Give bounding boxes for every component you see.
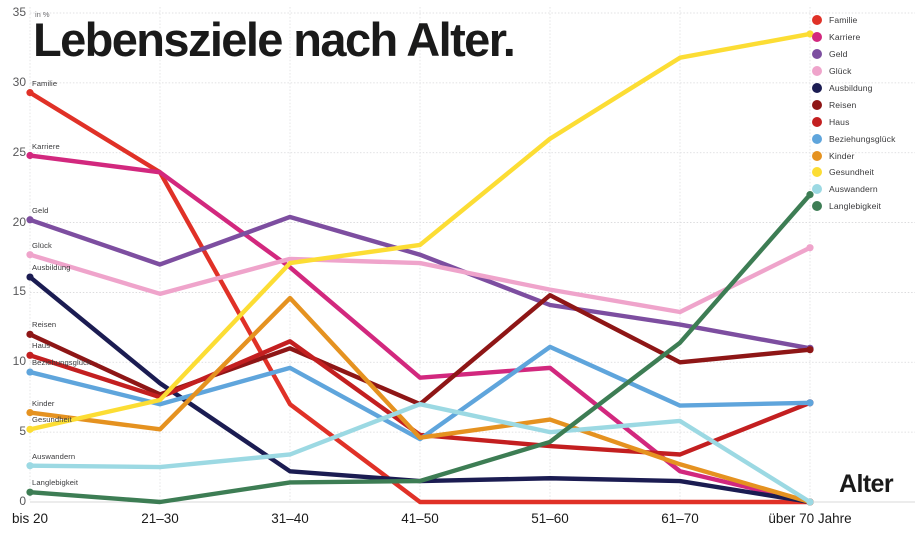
- legend-item-karriere[interactable]: Karriere: [812, 29, 915, 46]
- x-axis-tick-5: 61–70: [661, 511, 699, 526]
- legend-swatch-icon: [812, 116, 822, 127]
- x-axis-tick-1: 21–30: [141, 511, 179, 526]
- legend-swatch-icon: [812, 99, 822, 110]
- x-axis-title: Alter: [839, 470, 894, 498]
- inline-label-haus: Haus: [32, 341, 51, 351]
- legend-swatch-icon: [812, 66, 822, 77]
- series-endpoint-beziehungsglück: [26, 368, 34, 376]
- series-line-geld: [27, 214, 813, 351]
- x-axis-tick-0: bis 20: [11, 511, 49, 526]
- legend-item-ausbildung[interactable]: Ausbildung: [812, 80, 915, 97]
- y-axis-tick-5: 5: [19, 424, 26, 439]
- series-line-auswandern: [27, 402, 813, 505]
- inline-label-familie: Familie: [32, 78, 58, 88]
- y-axis-tick-10: 10: [12, 354, 26, 369]
- legend-item-beziehungsglück[interactable]: Beziehungsglück: [812, 130, 915, 147]
- series-endpoint-haus: [26, 351, 34, 359]
- inline-label-ausbildung: Ausbildung: [32, 263, 71, 273]
- x-axis-tick-3: 41–50: [401, 511, 439, 526]
- x-axis-tick-6: über 70 Jahre: [768, 511, 852, 526]
- legend-item-label: Kinder: [829, 150, 855, 161]
- legend-item-reisen[interactable]: Reisen: [812, 96, 915, 113]
- y-axis-tick-15: 15: [12, 284, 26, 299]
- inline-label-geld: Geld: [32, 205, 49, 215]
- series-line-gesundheit: [27, 31, 813, 432]
- legend-item-label: Haus: [829, 116, 850, 127]
- x-axis-tick-4: 51–60: [531, 511, 569, 526]
- legend-item-kinder[interactable]: Kinder: [812, 147, 915, 164]
- legend-swatch-icon: [812, 133, 822, 144]
- inline-label-reisen: Reisen: [32, 320, 57, 330]
- series-line-langlebigkeit: [27, 192, 813, 505]
- legend-item-auswandern[interactable]: Auswandern: [812, 181, 915, 198]
- legend-item-haus[interactable]: Haus: [812, 113, 915, 130]
- page-title: Lebensziele nach Alter.: [33, 13, 516, 66]
- legend-swatch-icon: [812, 83, 822, 93]
- series-line-karriere: [27, 153, 813, 505]
- y-axis-unit-label: in %: [35, 10, 50, 19]
- legend-item-label: Ausbildung: [829, 83, 873, 93]
- legend-item-familie[interactable]: Familie: [812, 12, 915, 29]
- series-endpoint-karriere: [26, 151, 34, 160]
- legend-swatch-icon: [812, 150, 822, 161]
- legend-item-label: Langlebigkeit: [829, 201, 881, 212]
- inline-label-kinder: Kinder: [32, 398, 55, 408]
- legend-item-langlebigkeit[interactable]: Langlebigkeit: [812, 198, 915, 215]
- legend-item-label: Glück: [829, 66, 852, 77]
- y-axis-tick-0: 0: [19, 494, 26, 508]
- legend-item-label: Gesundheit: [829, 167, 874, 178]
- y-axis-tick-25: 25: [12, 144, 26, 159]
- x-axis-tick-2: 31–40: [271, 511, 309, 526]
- inline-label-glück: Glück: [32, 240, 52, 250]
- series-endpoint-glück: [806, 244, 814, 252]
- inline-label-beziehungsglück: Beziehungsglück: [32, 358, 91, 368]
- series-endpoint-langlebigkeit: [26, 488, 34, 496]
- series-endpoint-langlebigkeit: [806, 191, 814, 199]
- series-endpoint-glück: [26, 251, 34, 259]
- legend-swatch-icon: [812, 15, 822, 26]
- series-endpoint-geld: [26, 216, 34, 224]
- series-endpoint-reisen: [26, 330, 34, 338]
- legend-item-geld[interactable]: Geld: [812, 46, 915, 63]
- legend-item-label: Karriere: [829, 32, 861, 43]
- legend-item-label: Reisen: [829, 99, 857, 110]
- series-endpoint-beziehungsglück: [806, 399, 814, 407]
- inline-label-auswandern: Auswandern: [32, 451, 76, 461]
- legend-swatch-icon: [812, 184, 822, 195]
- legend-item-glück[interactable]: Glück: [812, 63, 915, 80]
- series-endpoint-auswandern: [26, 462, 34, 470]
- inline-label-langlebigkeit: Langlebigkeit: [32, 478, 79, 488]
- series-line-glück: [27, 245, 813, 315]
- series-endpoint-ausbildung: [26, 273, 34, 281]
- series-endpoint-auswandern: [806, 498, 814, 506]
- series-line-kinder: [27, 295, 813, 505]
- legend: Familie Karriere Geld Glück Ausbildung Reisen…: [812, 12, 915, 215]
- series-endpoint-reisen: [806, 346, 814, 354]
- legend-item-label: Beziehungsglück: [829, 133, 896, 144]
- series-endpoint-gesundheit: [26, 425, 34, 433]
- inline-label-gesundheit: Gesundheit: [32, 415, 72, 425]
- y-axis-tick-20: 20: [12, 214, 26, 229]
- legend-swatch-icon: [812, 167, 822, 178]
- legend-item-label: Familie: [829, 15, 858, 26]
- series-endpoint-gesundheit: [806, 30, 814, 38]
- legend-swatch-icon: [812, 32, 822, 43]
- legend-swatch-icon: [812, 49, 822, 60]
- legend-item-label: Auswandern: [829, 184, 878, 195]
- y-axis-tick-30: 30: [12, 74, 26, 89]
- y-axis-tick-35: 35: [12, 5, 26, 19]
- legend-item-gesundheit[interactable]: Gesundheit: [812, 164, 915, 181]
- legend-item-label: Geld: [829, 49, 848, 60]
- series-endpoint-familie: [26, 89, 34, 97]
- legend-swatch-icon: [812, 201, 822, 212]
- inline-label-karriere: Karriere: [32, 141, 60, 151]
- series-endpoint-kinder: [26, 408, 34, 417]
